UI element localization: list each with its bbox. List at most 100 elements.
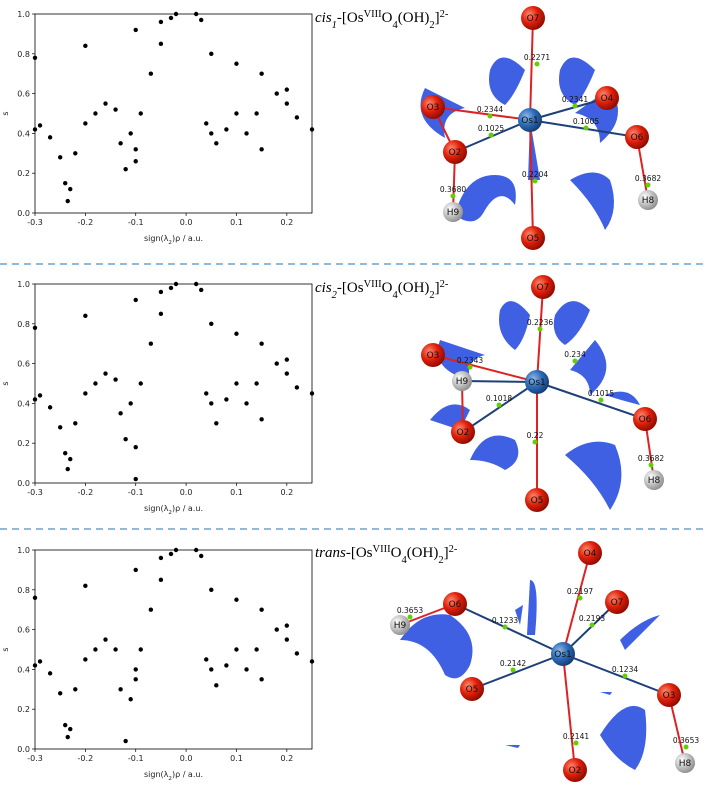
scatter-point [133, 667, 138, 672]
scatter-point [47, 135, 53, 140]
scatter-point [234, 381, 239, 386]
molecule-title-part: 4 [393, 290, 399, 301]
scatter-point [209, 587, 214, 592]
scatter-point [57, 691, 63, 696]
molecule-title-part: (OH) [407, 545, 439, 561]
x-tick-label: 0.1 [230, 218, 243, 227]
x-tick-label: -0.1 [128, 218, 144, 227]
atom-label: Os1 [521, 116, 539, 126]
scatter-point [173, 11, 179, 17]
nci-isosurface [515, 605, 523, 625]
molecule-title-part: 2- [440, 279, 449, 290]
scatter-point [284, 371, 290, 376]
bond-critical-point [645, 182, 651, 188]
scatter-point [259, 677, 264, 682]
nci-isosurface [527, 580, 537, 635]
scatter-point [138, 381, 143, 386]
plot-frame [34, 549, 313, 750]
x-tick-label: 0.2 [280, 488, 293, 497]
bond-critical-point [488, 132, 494, 138]
x-axis-label-part: sign(λ [144, 234, 169, 243]
atom [443, 202, 463, 222]
scatter-point [193, 11, 199, 17]
bond-critical-point [583, 125, 589, 131]
atom-label: O7 [611, 598, 624, 608]
bond-critical-point [450, 193, 456, 199]
bond-critical-point [572, 358, 578, 364]
atom-label: O6 [631, 133, 644, 143]
scatter-point [118, 411, 123, 416]
scatter-point [103, 637, 108, 642]
nci-isosurface [505, 745, 520, 748]
atom [525, 370, 549, 394]
atom [521, 6, 545, 30]
scatter-point [128, 401, 133, 406]
atom [460, 677, 484, 701]
atom-label: H8 [642, 196, 655, 206]
molecule-title-part: (OH) [398, 10, 430, 26]
molecule-title-part: 2 [429, 290, 434, 301]
bond [529, 119, 534, 239]
bond-value: 0.1233 [492, 616, 518, 625]
scatter-point [32, 397, 38, 402]
x-tick-label: 0.0 [180, 754, 193, 763]
molecule-title-part: VIII [364, 279, 383, 290]
scatter-point [209, 401, 214, 406]
scatter-point [224, 127, 229, 132]
y-tick-label: 0.2 [17, 439, 30, 448]
scatter-point [63, 180, 68, 186]
atom [521, 226, 545, 250]
y-tick-label: 1.0 [17, 546, 30, 555]
scatter-point [113, 377, 118, 382]
bond [562, 552, 591, 655]
scatter-point [118, 687, 123, 692]
atom [644, 470, 664, 490]
nci-isosurface [570, 172, 614, 230]
bond-value: 0.234 [564, 350, 586, 359]
bond-critical-point [683, 744, 689, 750]
atom [638, 190, 658, 210]
atom-label: O5 [527, 234, 540, 244]
atom [390, 615, 410, 635]
scatter-point [158, 41, 164, 47]
x-tick-label: 0.1 [230, 754, 243, 763]
scatter-point [294, 651, 300, 656]
atom-label: O5 [531, 496, 544, 506]
bond [529, 119, 638, 138]
scatter-point [83, 583, 88, 589]
scatter-point [133, 159, 138, 164]
molecule-title-part: O [382, 280, 393, 296]
nci-isosurface [400, 614, 473, 679]
y-tick-label: 0.2 [17, 705, 30, 714]
atom-label: O7 [537, 283, 550, 293]
bond [461, 380, 538, 383]
y-tick-label: 0.4 [17, 399, 30, 408]
scatter-point [63, 450, 68, 456]
scatter-point [274, 627, 279, 632]
scatter-point [83, 657, 88, 662]
atom [633, 407, 657, 431]
scatter-point [204, 657, 209, 662]
scatter-point [133, 297, 138, 303]
bond-value: 0.1005 [573, 117, 599, 126]
scatter-point [65, 198, 70, 204]
bond-value: 0.2142 [500, 659, 526, 668]
molecule-title-part: ] [435, 10, 440, 26]
bond [536, 381, 646, 420]
scatter-point [83, 391, 88, 396]
nci-isosurface [438, 340, 485, 380]
bond [562, 653, 670, 696]
scatter-point [209, 131, 214, 136]
scatter-point [168, 551, 174, 557]
nci-isosurface [600, 692, 612, 695]
scatter-point [254, 381, 259, 386]
bond-critical-point [534, 61, 540, 67]
atom-label: H9 [456, 377, 469, 387]
scatter-point [234, 647, 239, 652]
scatter-point [123, 738, 128, 744]
bond-critical-point [407, 614, 413, 620]
atom-label: O3 [663, 691, 676, 701]
atom [451, 420, 475, 444]
bond-value: 0.2193 [579, 614, 605, 623]
x-tick-label: 0.2 [280, 754, 293, 763]
